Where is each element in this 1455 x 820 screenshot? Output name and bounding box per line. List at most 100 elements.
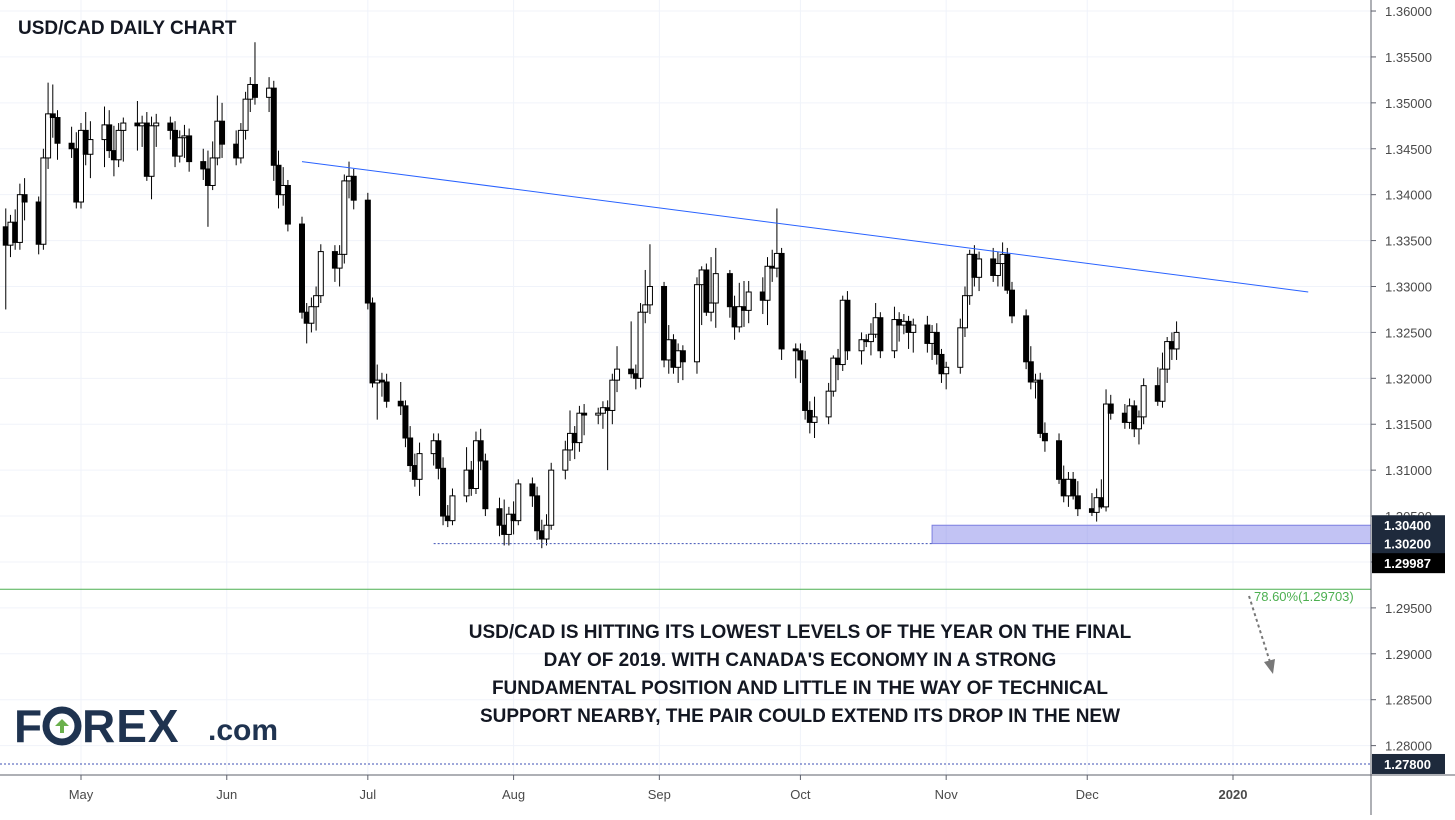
candle-body — [87, 139, 94, 155]
candle-body — [369, 302, 376, 384]
price-label-text: 1.29987 — [1384, 556, 1431, 571]
candle-body — [1159, 368, 1166, 402]
candle-body — [341, 180, 348, 255]
candle-body — [54, 117, 61, 144]
candle-body — [595, 412, 602, 416]
price-tick-label: 1.34500 — [1385, 142, 1432, 157]
candle-body — [910, 324, 917, 333]
candle-body — [825, 390, 832, 418]
annotation-line-1: USD/CAD IS HITTING ITS LOWEST LEVELS OF … — [469, 622, 1132, 643]
projection-arrow-head — [1264, 659, 1275, 674]
candle-body — [764, 265, 771, 301]
price-label-text: 1.30400 — [1384, 518, 1431, 533]
annotation: USD/CAD IS HITTING ITS LOWEST LEVELS OF … — [469, 622, 1132, 727]
candle-body — [1103, 403, 1110, 508]
candle-body — [957, 327, 964, 368]
candle-body — [477, 440, 484, 462]
candle-body — [176, 137, 183, 157]
candle-body — [472, 440, 479, 490]
logo-ring — [42, 706, 82, 746]
time-tick-label: May — [69, 787, 94, 802]
candle-body — [628, 368, 635, 375]
logo-arrow — [55, 719, 69, 733]
candle-body — [275, 164, 282, 196]
candle-body — [364, 199, 371, 304]
time-tick-label: 2020 — [1219, 787, 1248, 802]
candle-body — [1074, 495, 1081, 510]
candle-body — [505, 513, 512, 535]
candle-body — [200, 161, 207, 170]
candle-body — [933, 331, 940, 355]
candle-body — [242, 98, 249, 131]
price-tick-label: 1.29000 — [1385, 647, 1432, 662]
candle-body — [219, 120, 226, 145]
candle-body — [943, 366, 950, 375]
price-label-box — [1372, 553, 1445, 574]
forex-logo: F REX .com — [14, 700, 278, 752]
annotation-line-3: FUNDAMENTAL POSITION AND LITTLE IN THE W… — [492, 678, 1108, 699]
candle-body — [961, 295, 968, 329]
logo-letters-rex: REX — [82, 700, 180, 752]
candle-body — [186, 135, 193, 163]
price-tick-label: 1.28500 — [1385, 693, 1432, 708]
candle-body — [402, 405, 409, 439]
candle-body — [336, 253, 343, 269]
candle-body — [1037, 379, 1044, 434]
candle-body — [679, 350, 686, 363]
time-tick-label: Sep — [648, 787, 671, 802]
candle-body — [830, 357, 837, 392]
candle-body — [1041, 432, 1048, 442]
candle-body — [745, 291, 752, 311]
candle-body — [797, 350, 804, 361]
candle-body — [153, 122, 160, 127]
candle-body — [637, 311, 644, 379]
candle-body — [115, 129, 122, 161]
price-tick-label: 1.31000 — [1385, 463, 1432, 478]
fib-label: 78.60%(1.29703) — [1254, 589, 1354, 604]
candle-body — [1056, 440, 1063, 480]
time-tick-label: Dec — [1076, 787, 1100, 802]
price-label-box — [1372, 515, 1445, 536]
candle-body — [802, 359, 809, 411]
candle-body — [308, 306, 315, 324]
candle-body — [844, 299, 851, 352]
candle-body — [383, 381, 390, 402]
candle-body — [270, 87, 277, 166]
annotation-line-2: DAY OF 2019. WITH CANADA'S ECONOMY IN A … — [544, 650, 1057, 671]
candle-body — [106, 124, 113, 152]
candle-body — [397, 400, 404, 407]
candle-body — [891, 319, 898, 352]
candle-body — [68, 142, 75, 150]
price-label-box — [1372, 753, 1445, 774]
price-tick-label: 1.36000 — [1385, 4, 1432, 19]
candle-body — [581, 412, 588, 416]
candle-body — [482, 460, 489, 510]
candle-body — [562, 449, 569, 471]
candle-body — [317, 251, 324, 297]
price-tick-label: 1.33000 — [1385, 279, 1432, 294]
candle-body — [693, 284, 700, 363]
candle-body — [515, 483, 522, 522]
time-tick-label: Jun — [216, 787, 237, 802]
candle-body — [642, 304, 649, 313]
candle-body — [534, 495, 541, 532]
time-tick-label: Jul — [360, 787, 377, 802]
candle-body — [435, 440, 442, 469]
candle-body — [78, 129, 84, 203]
logo-letters-f: F — [14, 700, 43, 752]
candle-body — [21, 194, 28, 203]
candle-body — [1140, 385, 1147, 418]
logo-dotcom: .com — [208, 714, 278, 747]
candle-body — [1070, 478, 1077, 497]
candle-body — [703, 269, 710, 313]
candle-body — [440, 467, 447, 517]
candle-body — [712, 273, 719, 304]
candle-body — [736, 306, 743, 328]
grid — [0, 0, 1371, 775]
annotation-line-4: SUPPORT NEARBY, THE PAIR COULD EXTEND IT… — [480, 706, 1120, 727]
price-tick-label: 1.34000 — [1385, 188, 1432, 203]
candle-body — [576, 412, 583, 444]
support-zones — [931, 524, 1372, 545]
